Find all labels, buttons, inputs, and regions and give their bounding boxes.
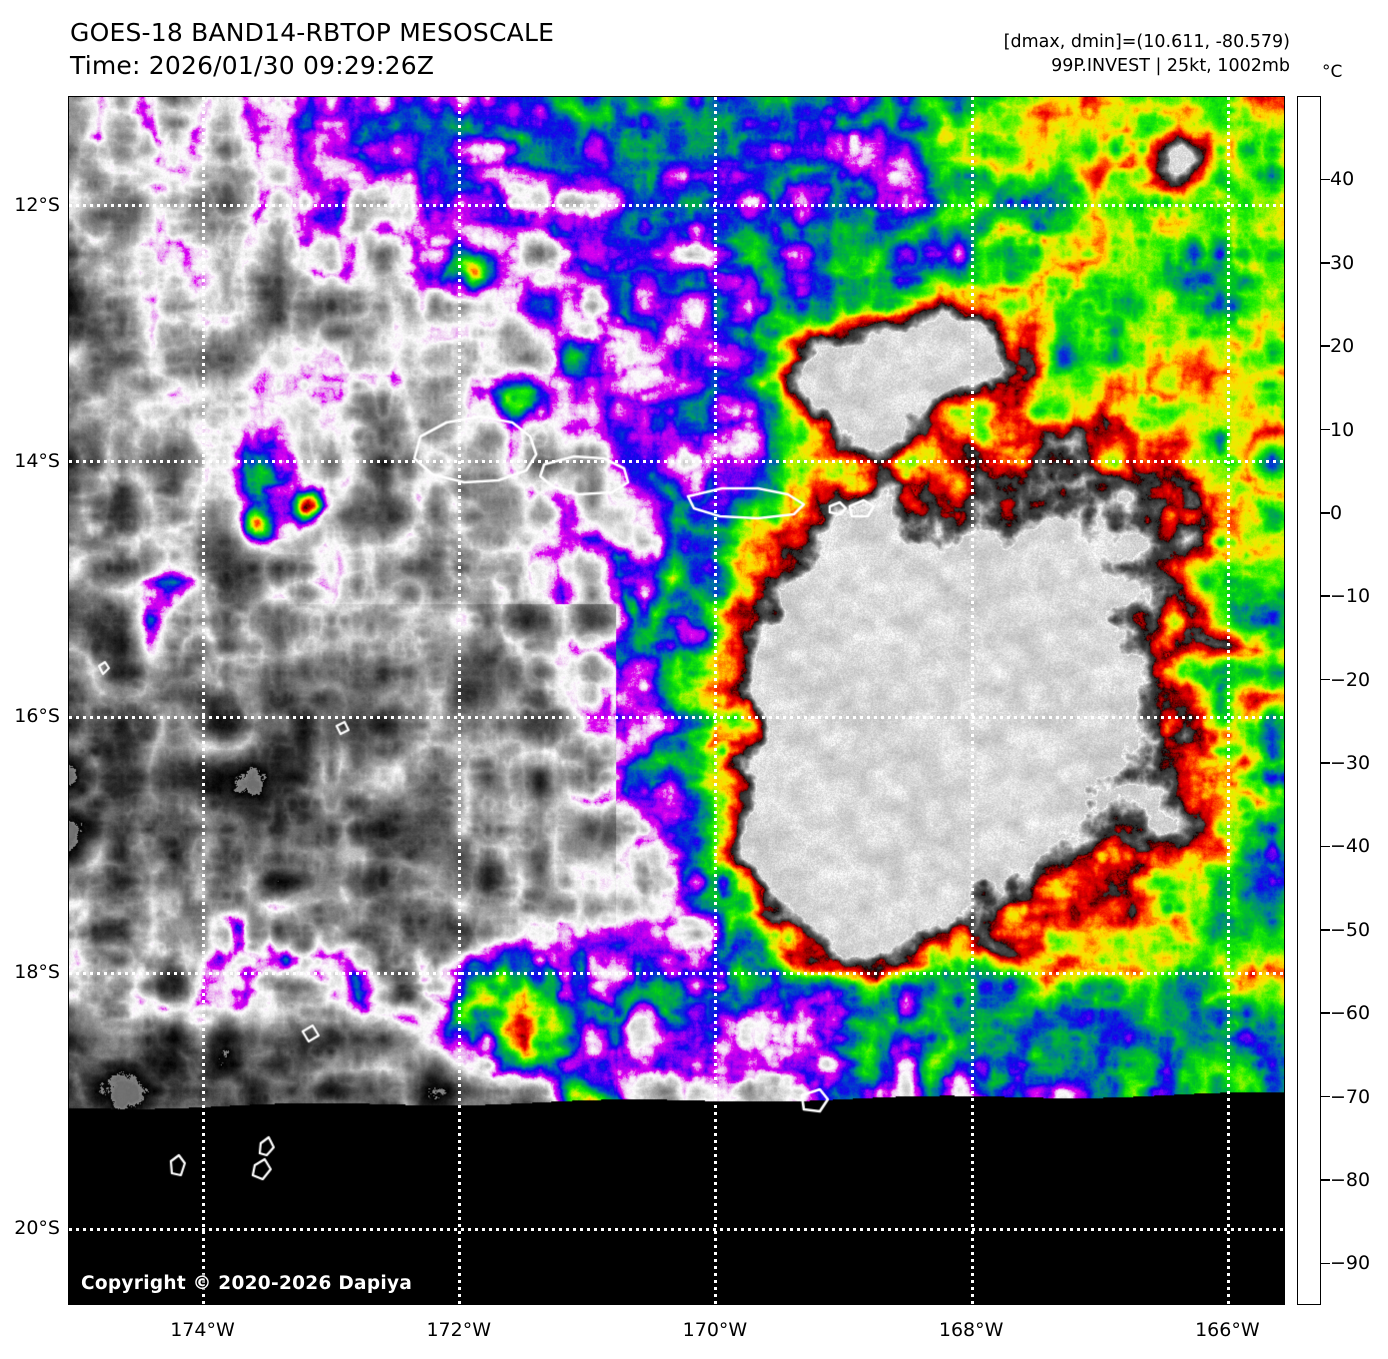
colorbar-tick-mark <box>1321 345 1330 347</box>
colorbar-tick-label: 40 <box>1330 168 1355 191</box>
colorbar-tick-label: −20 <box>1330 668 1371 691</box>
colorbar <box>1297 96 1321 1305</box>
colorbar-tick-mark <box>1321 261 1330 264</box>
colorbar-tick-label: 20 <box>1330 335 1355 358</box>
colorbar-tick-label: 0 <box>1330 501 1343 524</box>
colorbar-unit-label: °C <box>1322 62 1343 82</box>
colorbar-tick-label: −10 <box>1330 585 1371 608</box>
colorbar-tick-label: −90 <box>1330 1252 1371 1275</box>
satellite-imagery-canvas <box>69 97 1284 1304</box>
colorbar-tick-mark <box>1321 1179 1330 1181</box>
latitude-tick-label: 12°S <box>14 193 60 216</box>
page-title: GOES-18 BAND14-RBTOP MESOSCALE <box>70 18 555 47</box>
copyright-label: Copyright © 2020-2026 Dapiya <box>81 1273 413 1294</box>
longitude-tick-label: 172°W <box>426 1319 491 1341</box>
longitude-tick-label: 170°W <box>682 1319 748 1341</box>
colorbar-tick-mark <box>1321 178 1330 181</box>
colorbar-tick-mark <box>1321 845 1330 848</box>
colorbar-tick-mark <box>1321 428 1330 431</box>
latitude-tick-label: 20°S <box>14 1217 60 1240</box>
satellite-image-plot: Copyright © 2020-2026 Dapiya <box>68 96 1285 1305</box>
colorbar-gradient <box>1298 97 1320 1304</box>
latitude-tick-label: 14°S <box>14 449 60 472</box>
colorbar-tick-mark <box>1321 678 1330 681</box>
colorbar-tick-mark <box>1321 1012 1330 1014</box>
colorbar-tick-mark <box>1321 1095 1330 1098</box>
colorbar-tick-label: 30 <box>1330 251 1355 274</box>
colorbar-tick-label: −70 <box>1330 1085 1371 1108</box>
colorbar-tick-label: −80 <box>1330 1168 1371 1191</box>
colorbar-tick-mark <box>1321 595 1330 598</box>
dmax-dmin-label: [dmax, dmin]=(10.611, -80.579) <box>1003 32 1290 52</box>
longitude-tick-label: 168°W <box>938 1319 1004 1341</box>
colorbar-tick-label: 10 <box>1330 418 1355 441</box>
colorbar-tick-label: −60 <box>1330 1002 1371 1025</box>
colorbar-tick-mark <box>1321 928 1330 931</box>
colorbar-tick-mark <box>1321 1262 1330 1265</box>
latitude-tick-label: 16°S <box>14 705 60 728</box>
longitude-tick-label: 166°W <box>1195 1319 1260 1341</box>
colorbar-tick-mark <box>1321 512 1330 514</box>
timestamp-label: Time: 2026/01/30 09:29:26Z <box>70 51 435 80</box>
colorbar-tick-label: −30 <box>1330 752 1371 775</box>
storm-info-label: 99P.INVEST | 25kt, 1002mb <box>1051 56 1290 76</box>
colorbar-tick-mark <box>1321 762 1330 764</box>
colorbar-tick-label: −40 <box>1330 835 1371 858</box>
metadata-block: [dmax, dmin]=(10.611, -80.579) 99P.INVES… <box>1004 30 1290 78</box>
colorbar-tick-label: −50 <box>1330 918 1371 941</box>
longitude-tick-label: 174°W <box>170 1319 235 1341</box>
title-block: GOES-18 BAND14-RBTOP MESOSCALE Time: 202… <box>70 16 770 82</box>
latitude-tick-label: 18°S <box>14 961 60 984</box>
